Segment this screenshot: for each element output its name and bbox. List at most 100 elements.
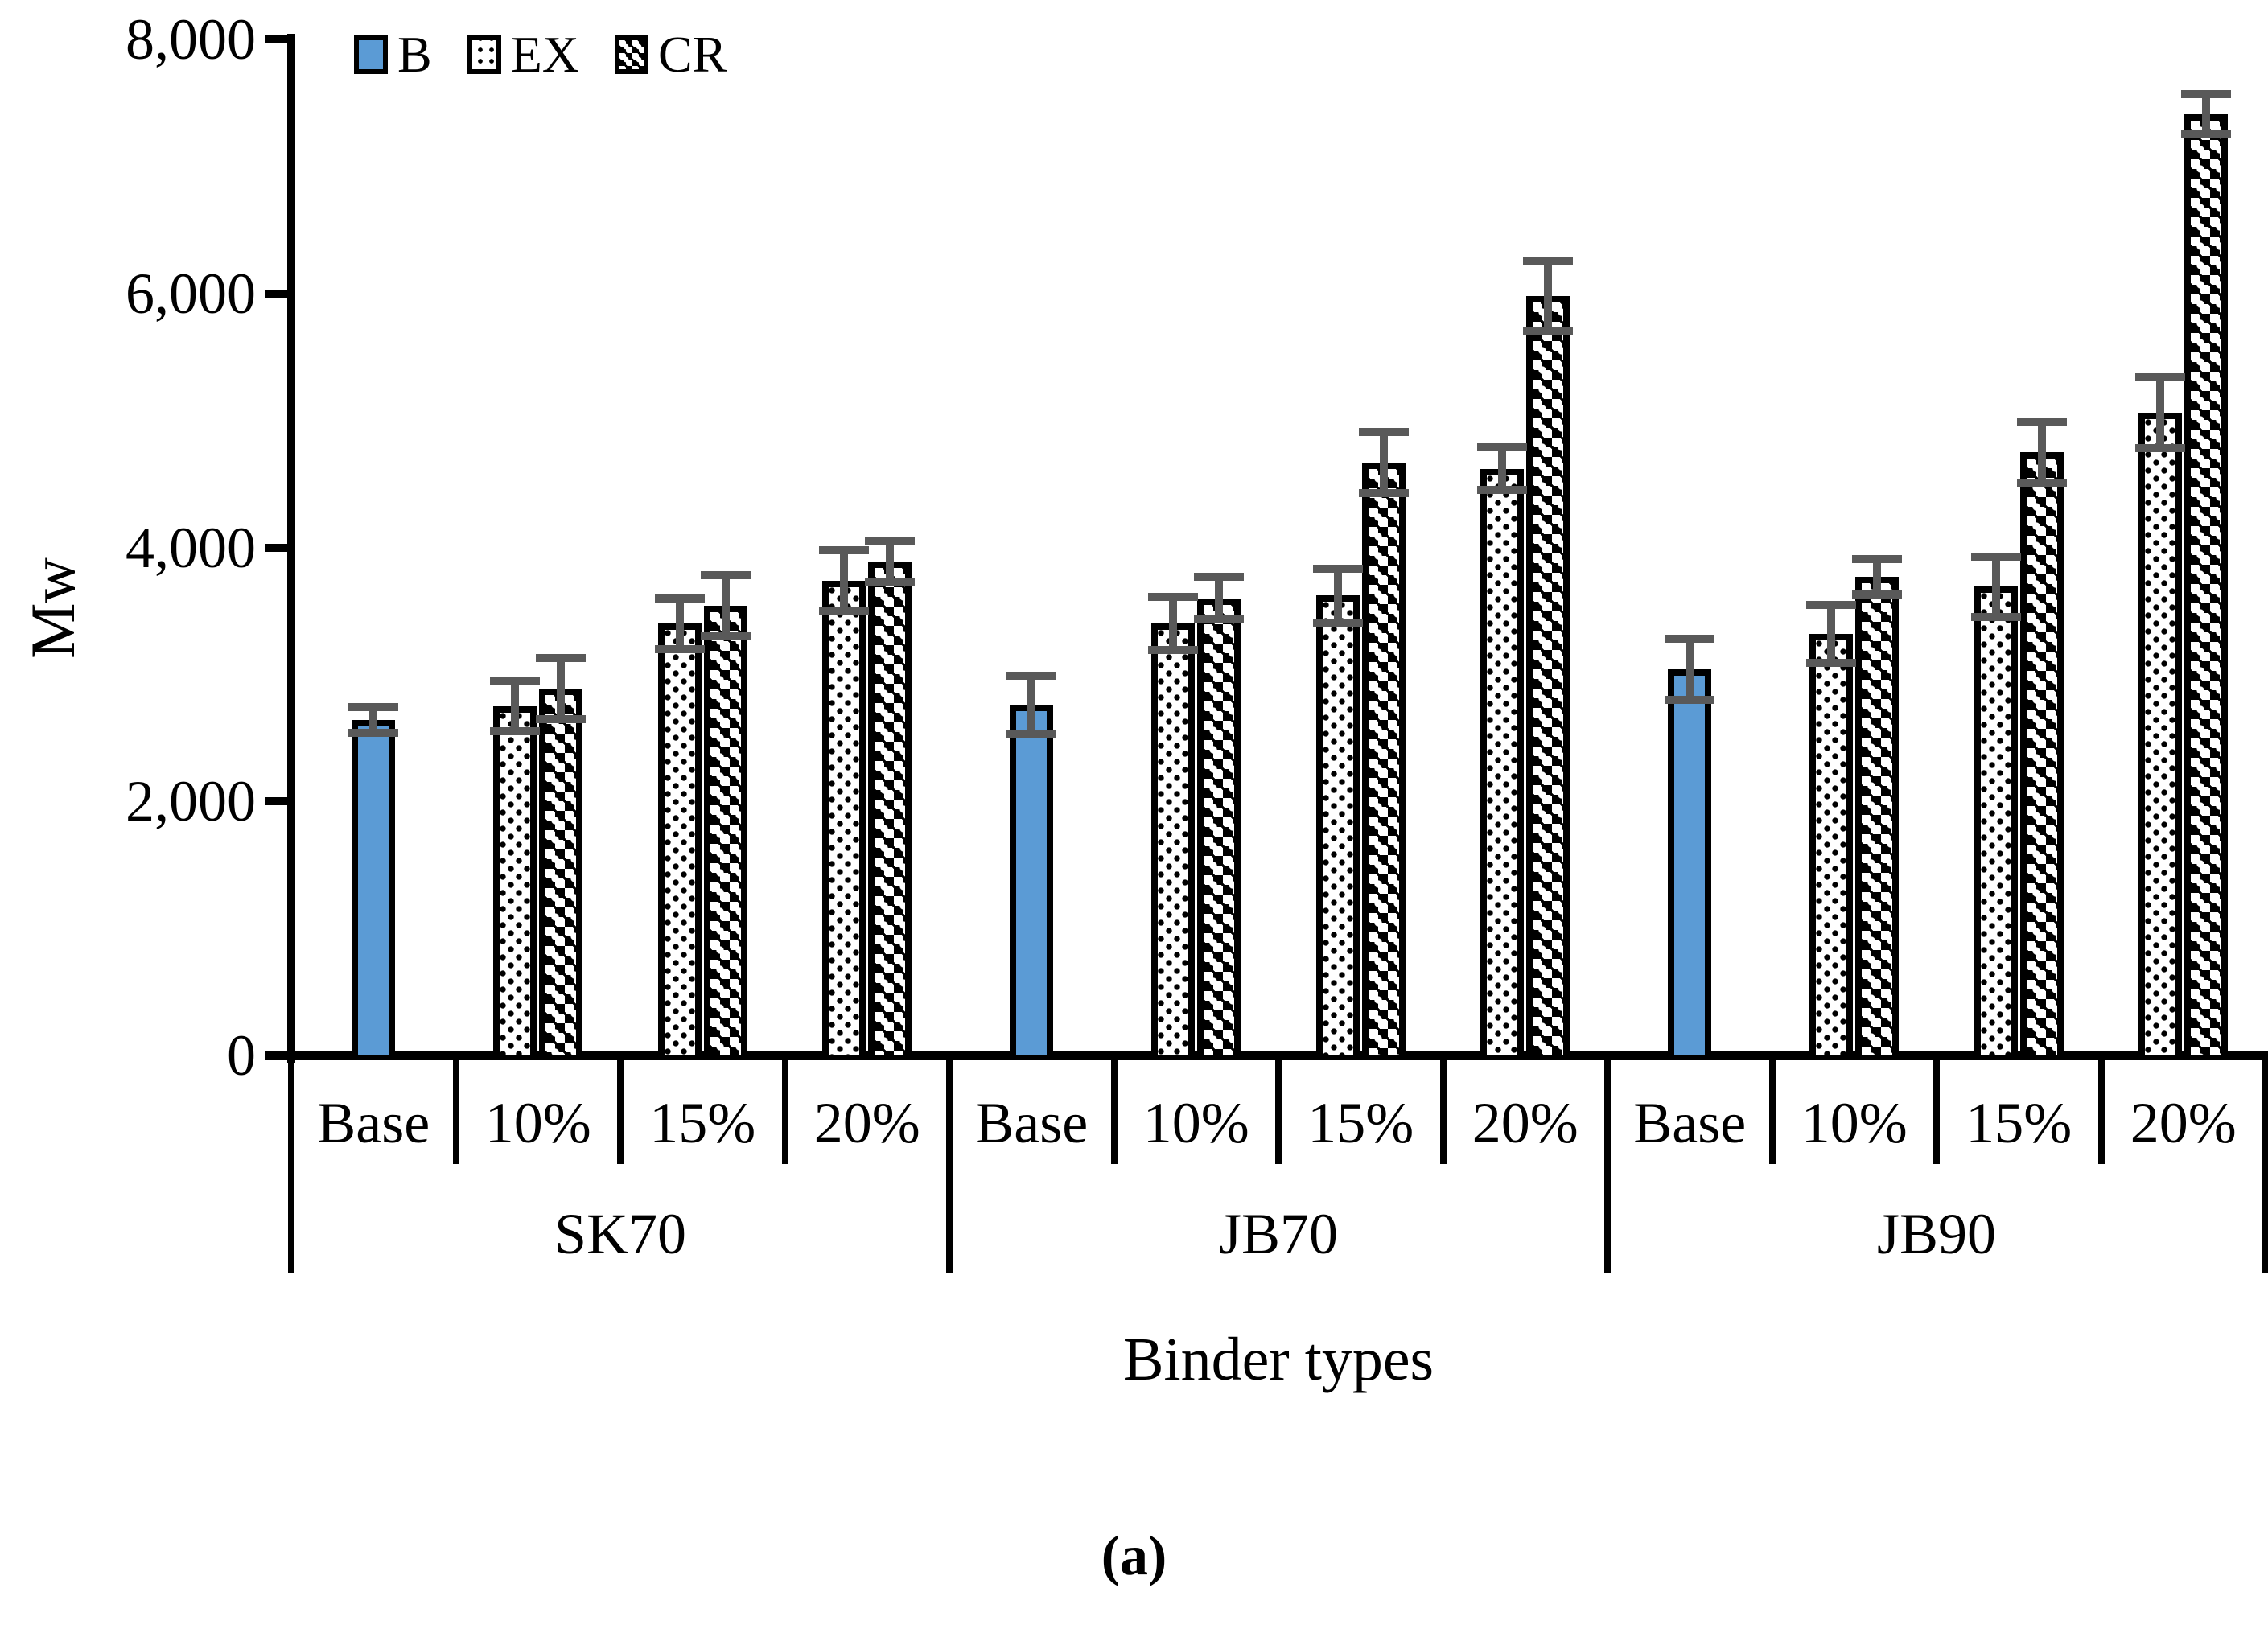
error-bar-cap-top (1665, 635, 1715, 644)
error-bar-line (1333, 569, 1342, 623)
y-axis-tick (265, 289, 291, 298)
category-divider (452, 1055, 459, 1164)
category-divider (617, 1055, 624, 1164)
error-bar-line (1027, 675, 1036, 734)
category-label: 15% (1965, 1091, 2072, 1155)
y-tick-label: 0 (227, 1023, 256, 1088)
error-bar-cap-top (700, 571, 751, 580)
error-bar-line (840, 549, 849, 611)
error-bar-cap-bottom (1970, 613, 2021, 622)
bar-ex (1809, 633, 1854, 1055)
category-label: Base (975, 1091, 1089, 1155)
y-axis-tick (265, 543, 291, 552)
bar-ex (822, 580, 866, 1055)
error-bar-line (675, 598, 684, 649)
legend-label: CR (658, 26, 727, 83)
error-bar-cap-top (1477, 442, 1528, 451)
y-tick-label: 2,000 (126, 769, 256, 834)
category-divider (1768, 1055, 1776, 1164)
error-bar-cap-bottom (2135, 444, 2186, 453)
group-divider (288, 1055, 294, 1273)
error-bar-cap-bottom (2181, 130, 2232, 139)
category-label: 10% (1801, 1091, 1908, 1155)
category-label: 20% (2130, 1091, 2237, 1155)
error-bar-line (1379, 431, 1388, 493)
error-bar-cap-top (865, 537, 916, 545)
category-divider (1439, 1055, 1447, 1164)
x-axis-line (265, 1051, 2268, 1060)
legend-swatch-b (354, 35, 388, 74)
error-bar-cap-top (1148, 593, 1199, 602)
category-divider (1933, 1055, 1940, 1164)
error-bar-cap-bottom (865, 578, 916, 586)
error-bar-cap-bottom (1806, 659, 1857, 668)
bar-cr (1197, 598, 1241, 1055)
bar-ex (493, 705, 537, 1055)
error-bar-cap-bottom (700, 632, 751, 640)
error-bar-cap-top (348, 703, 399, 712)
error-bar-cap-top (1358, 427, 1409, 436)
y-tick-label: 4,000 (126, 515, 256, 580)
figure-caption: (a) (1101, 1525, 1167, 1587)
error-bar-cap-top (490, 677, 541, 685)
legend-item-cr: CR (615, 29, 727, 80)
bar-cr (1361, 462, 1406, 1055)
bar-cr (2184, 114, 2229, 1055)
error-bar-line (721, 575, 730, 636)
error-bar-cap-top (2181, 89, 2232, 98)
error-bar-cap-bottom (1523, 326, 1574, 335)
bar-b (352, 720, 396, 1055)
error-bar-cap-bottom (1358, 488, 1409, 497)
group-label: JB70 (1218, 1202, 1339, 1266)
y-axis-title: Mw (18, 557, 88, 659)
y-tick-label: 6,000 (126, 261, 256, 326)
y-axis-tick (265, 35, 291, 43)
legend-swatch-ex (467, 35, 501, 74)
group-label: SK70 (554, 1202, 687, 1266)
error-bar-line (1686, 639, 1694, 700)
bar-ex (1151, 623, 1196, 1055)
error-bar-cap-bottom (819, 607, 870, 615)
error-bar-cap-bottom (654, 644, 705, 653)
error-bar-line (1873, 558, 1882, 594)
y-tick-label: 8,000 (126, 7, 256, 72)
chart-legend: B EX CR (354, 29, 727, 80)
group-divider (2262, 1055, 2268, 1273)
category-label: 10% (1142, 1091, 1249, 1155)
category-divider (1110, 1055, 1118, 1164)
bar-cr (1526, 295, 1570, 1055)
bar-ex (1974, 586, 2018, 1055)
legend-item-b: B (354, 29, 432, 80)
y-axis-tick (265, 797, 291, 806)
category-label: 15% (1307, 1091, 1414, 1155)
error-bar-line (2202, 93, 2211, 135)
error-bar-line (2156, 376, 2165, 449)
legend-swatch-cr (615, 35, 648, 74)
error-bar-line (1215, 576, 1224, 620)
error-bar-line (557, 657, 566, 719)
error-bar-cap-top (1970, 552, 2021, 561)
error-bar-cap-bottom (1665, 695, 1715, 704)
bar-cr (1855, 576, 1900, 1055)
error-bar-line (1991, 556, 2000, 618)
group-label: JB90 (1876, 1202, 1997, 1266)
group-divider (1604, 1055, 1611, 1273)
bar-ex (1315, 595, 1360, 1055)
error-bar-line (1498, 446, 1507, 491)
error-bar-cap-top (1806, 600, 1857, 609)
category-divider (781, 1055, 788, 1164)
error-bar-line (1827, 604, 1836, 664)
error-bar-cap-bottom (1312, 618, 1363, 627)
error-bar-line (2037, 422, 2046, 483)
y-axis-tick (265, 1051, 291, 1059)
legend-item-ex: EX (467, 29, 579, 80)
error-bar-line (511, 681, 520, 732)
category-label: 20% (813, 1091, 920, 1155)
error-bar-line (1169, 597, 1178, 651)
category-label: 10% (484, 1091, 591, 1155)
legend-label: EX (510, 26, 579, 83)
legend-label: B (397, 26, 432, 83)
category-divider (2097, 1055, 2105, 1164)
error-bar-cap-bottom (2016, 478, 2067, 487)
error-bar-cap-top (2135, 372, 2186, 381)
